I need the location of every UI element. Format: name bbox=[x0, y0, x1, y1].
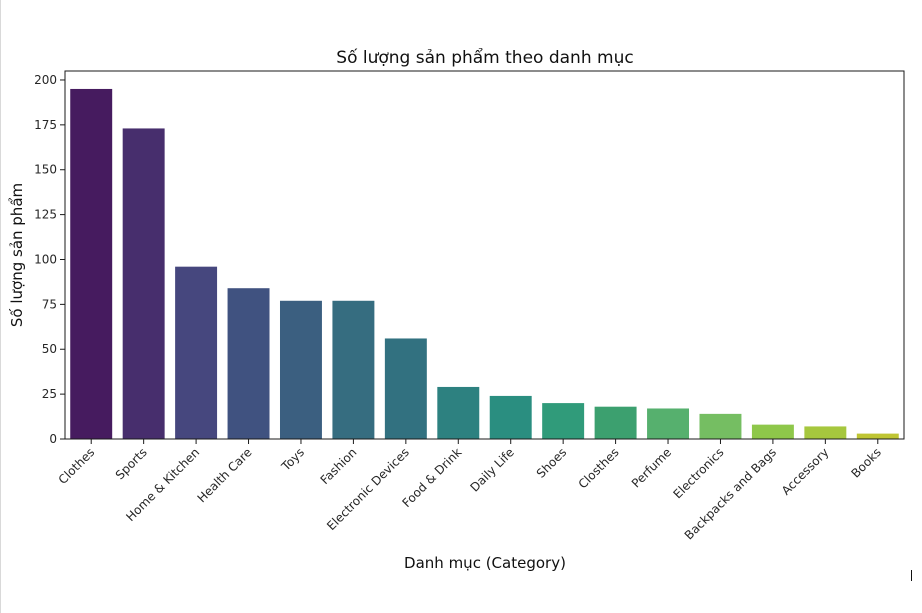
y-axis-ticks: 0 25 50 75 100 125 150 175 200 bbox=[34, 73, 65, 446]
bar-2 bbox=[175, 266, 218, 439]
bar-3 bbox=[227, 288, 270, 439]
y-tick-label: 100 bbox=[34, 252, 57, 266]
y-tick-label: 150 bbox=[34, 163, 57, 177]
bar-4 bbox=[279, 300, 322, 439]
bar-9 bbox=[542, 403, 585, 439]
y-tick-label: 0 bbox=[49, 432, 57, 446]
bar-7 bbox=[437, 386, 480, 439]
y-tick-label: 125 bbox=[34, 208, 57, 222]
text-cursor bbox=[911, 570, 912, 581]
x-axis-title: Danh mục (Category) bbox=[404, 554, 566, 572]
chart-title: Số lượng sản phẩm theo danh mục bbox=[336, 47, 633, 68]
bar-6 bbox=[384, 338, 427, 439]
x-tick-label: Clothes bbox=[56, 445, 98, 487]
y-tick-label: 75 bbox=[42, 297, 57, 311]
plot-frame bbox=[64, 70, 905, 440]
y-tick-label: 25 bbox=[42, 387, 57, 401]
x-tick-label: Health Care bbox=[195, 445, 255, 505]
bar-10 bbox=[594, 406, 637, 439]
bars-group bbox=[70, 88, 899, 439]
x-tick-label: Toys bbox=[278, 445, 307, 474]
x-tick-label: Closthes bbox=[576, 445, 622, 491]
x-tick-label: Electronics bbox=[670, 445, 726, 501]
y-tick-label: 175 bbox=[34, 118, 57, 132]
x-tick-label: Daily Life bbox=[467, 445, 516, 494]
x-tick-label: Fashion bbox=[318, 445, 360, 487]
x-tick-label: Perfume bbox=[629, 445, 674, 490]
bar-14 bbox=[804, 426, 847, 439]
bar-13 bbox=[751, 424, 794, 439]
bar-0 bbox=[70, 88, 113, 439]
x-tick-label: Books bbox=[848, 445, 883, 480]
y-tick-label: 50 bbox=[42, 342, 57, 356]
bar-12 bbox=[699, 413, 742, 439]
bar-11 bbox=[647, 408, 690, 439]
bar-8 bbox=[489, 395, 532, 439]
x-tick-label: Backpacks and Bags bbox=[682, 445, 779, 542]
bar-15 bbox=[856, 433, 899, 439]
window-left-edge bbox=[0, 0, 1, 613]
x-tick-label: Accessory bbox=[779, 445, 832, 498]
x-tick-label: Shoes bbox=[534, 445, 569, 480]
x-tick-label: Sports bbox=[113, 445, 150, 482]
bar-1 bbox=[122, 128, 165, 439]
bar-5 bbox=[332, 300, 375, 439]
y-axis-title: Số lượng sản phẩm bbox=[8, 183, 26, 327]
y-tick-label: 200 bbox=[34, 73, 57, 87]
